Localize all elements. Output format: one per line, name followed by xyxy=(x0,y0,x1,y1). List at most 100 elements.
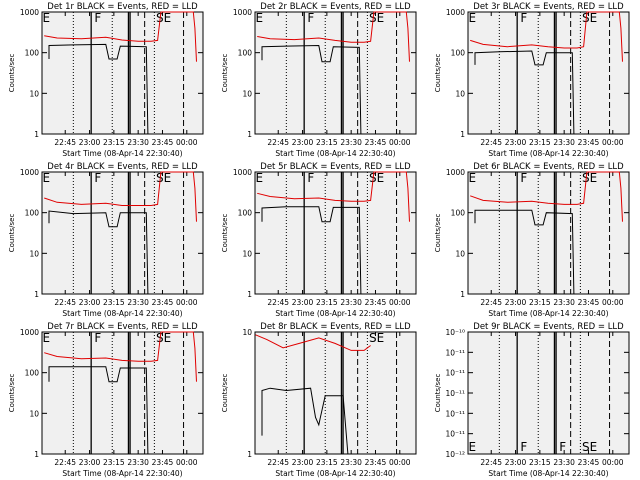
lld-series-line xyxy=(470,171,623,222)
flag-label: F xyxy=(94,171,101,185)
flag-label: SE xyxy=(156,331,171,345)
y-axis-label: Counts/sec xyxy=(8,214,16,253)
plot-area xyxy=(467,331,630,455)
x-tick-label: 23:15 xyxy=(103,298,125,307)
x-tick-label: 00:00 xyxy=(602,298,624,307)
panel-title: Det 1r BLACK = Events, RED = LLD xyxy=(47,2,198,12)
y-tick-label: 1000 xyxy=(20,168,39,177)
y-tick-label: 1000 xyxy=(446,8,465,17)
plot-area xyxy=(254,171,417,295)
x-tick-label: 23:45 xyxy=(578,458,600,467)
y-tick-label: 100 xyxy=(25,209,40,218)
panel-6: Det 6r BLACK = Events, RED = LLD Start Ti… xyxy=(434,162,630,318)
x-tick-label: 00:00 xyxy=(602,138,624,147)
lld-series-line xyxy=(470,11,623,62)
x-tick-label: 23:00 xyxy=(505,298,527,307)
x-tick-label: 23:45 xyxy=(365,138,387,147)
panel-1: Det 1r BLACK = Events, RED = LLD Start Ti… xyxy=(8,2,204,158)
lld-series-line xyxy=(255,334,371,351)
y-axis-label: Counts/sec xyxy=(434,54,442,93)
y-tick-label: 1 xyxy=(460,130,465,139)
x-tick-label: 23:15 xyxy=(316,298,338,307)
events-series-line xyxy=(261,44,362,135)
panel-title: Det 8r BLACK = Events, RED = LLD xyxy=(260,322,411,332)
lld-series-line xyxy=(257,171,410,222)
y-tick-label: 100 xyxy=(25,369,40,378)
panel-title: Det 9r BLACK = Events, RED = LLD xyxy=(473,322,624,332)
y-tick-label: 1000 xyxy=(233,168,252,177)
x-tick-label: 23:15 xyxy=(103,458,125,467)
panel-7: Det 7r BLACK = Events, RED = LLD Start Ti… xyxy=(8,322,204,478)
flag-label: F xyxy=(520,11,527,25)
flag-label: SE xyxy=(369,331,384,345)
x-tick-label: 22:45 xyxy=(480,138,502,147)
x-tick-label: 00:00 xyxy=(176,298,198,307)
x-tick-label: 23:30 xyxy=(127,138,149,147)
x-tick-label: 23:30 xyxy=(553,138,575,147)
y-axis-label: Counts/sec xyxy=(221,374,229,413)
flag-label: E xyxy=(469,171,477,185)
y-tick-label: 10⁻¹¹ xyxy=(445,369,465,378)
flag-label: E xyxy=(43,11,51,25)
events-series-line xyxy=(48,210,149,295)
x-tick-label: 23:45 xyxy=(152,458,174,467)
x-tick-label: 23:00 xyxy=(292,298,314,307)
y-tick-label: 10⁻¹¹ xyxy=(445,430,465,439)
lld-series-line xyxy=(44,331,197,382)
x-tick-label: 23:30 xyxy=(127,298,149,307)
x-tick-label: 23:30 xyxy=(340,458,362,467)
x-tick-label: 22:45 xyxy=(480,298,502,307)
flag-label: F xyxy=(307,11,314,25)
events-series-line xyxy=(261,206,362,295)
x-tick-label: 22:45 xyxy=(267,138,289,147)
y-tick-label: 100 xyxy=(238,209,253,218)
x-tick-label: 23:30 xyxy=(553,458,575,467)
x-tick-label: 23:15 xyxy=(316,458,338,467)
y-tick-label: 1000 xyxy=(233,8,252,17)
x-tick-label: 23:45 xyxy=(578,298,600,307)
y-tick-label: 10 xyxy=(455,89,465,98)
x-tick-label: 23:00 xyxy=(79,138,101,147)
flag-label: E xyxy=(256,171,264,185)
flag-label: SE xyxy=(156,11,171,25)
y-tick-label: 1 xyxy=(460,290,465,299)
y-tick-label: 10 xyxy=(242,328,252,337)
flag-label: SE xyxy=(369,171,384,185)
plot-area xyxy=(41,171,204,295)
x-tick-label: 23:00 xyxy=(505,458,527,467)
x-tick-label: 23:45 xyxy=(365,458,387,467)
x-tick-label: 23:45 xyxy=(365,298,387,307)
y-tick-label: 10 xyxy=(29,249,39,258)
y-tick-label: 10 xyxy=(242,89,252,98)
plot-area xyxy=(254,331,417,455)
lld-series-line xyxy=(44,11,197,62)
x-tick-label: 22:45 xyxy=(54,298,76,307)
plot-area xyxy=(41,331,204,455)
x-tick-label: 23:30 xyxy=(340,298,362,307)
x-tick-label: 23:45 xyxy=(578,138,600,147)
flag-label: SE xyxy=(582,440,597,454)
panel-3: Det 3r BLACK = Events, RED = LLD Start Ti… xyxy=(434,2,630,158)
y-tick-label: 1000 xyxy=(20,328,39,337)
x-tick-label: 22:45 xyxy=(267,458,289,467)
y-tick-label: 10⁻¹¹ xyxy=(445,348,465,357)
y-axis-label: Counts/sec xyxy=(221,214,229,253)
y-tick-label: 100 xyxy=(25,49,40,58)
y-axis-label: Counts/sec xyxy=(8,54,16,93)
y-tick-label: 10⁻¹⁰ xyxy=(445,328,465,337)
events-series-line xyxy=(474,50,575,135)
y-tick-label: 10 xyxy=(242,249,252,258)
panel-2: Det 2r BLACK = Events, RED = LLD Start Ti… xyxy=(221,2,417,158)
x-axis-label: Start Time (08-Apr-14 22:30:40) xyxy=(275,309,395,318)
x-tick-label: 22:45 xyxy=(267,298,289,307)
x-axis-label: Start Time (08-Apr-14 22:30:40) xyxy=(275,469,395,478)
y-tick-label: 1 xyxy=(247,290,252,299)
panel-9: Det 9r BLACK = Events, RED = LLD Start Ti… xyxy=(434,322,630,478)
x-tick-label: 00:00 xyxy=(176,138,198,147)
y-tick-label: 100 xyxy=(238,49,253,58)
events-series-line xyxy=(48,366,149,455)
x-axis-label: Start Time (08-Apr-14 22:30:40) xyxy=(275,149,395,158)
y-axis-label: Counts/sec xyxy=(221,54,229,93)
x-axis-label: Start Time (08-Apr-14 22:30:40) xyxy=(488,469,608,478)
panel-title: Det 6r BLACK = Events, RED = LLD xyxy=(473,162,624,172)
